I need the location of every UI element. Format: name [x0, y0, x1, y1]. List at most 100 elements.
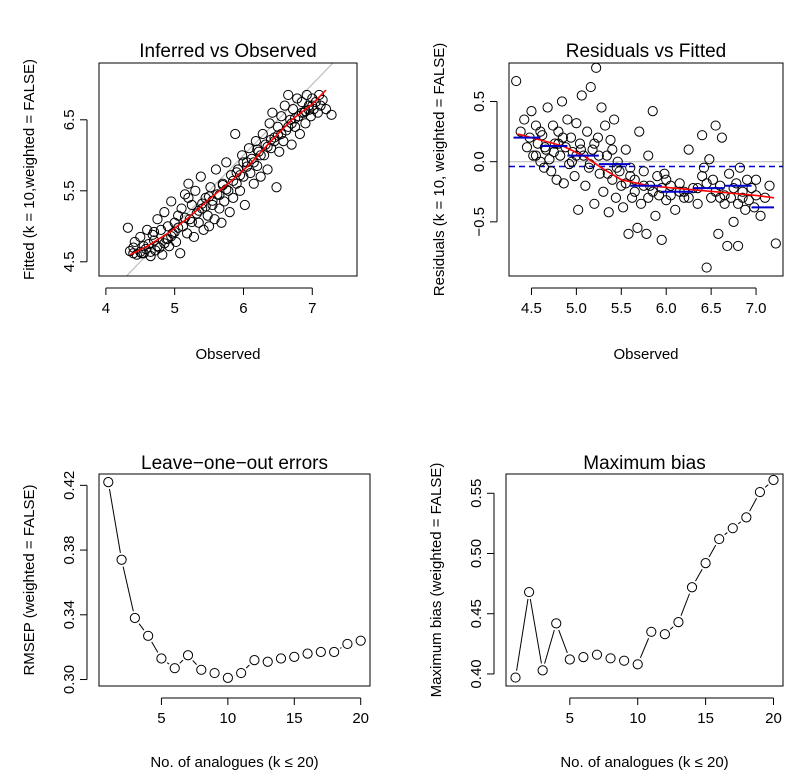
data-point [155, 224, 167, 235]
series-segment [724, 532, 728, 536]
data-point [551, 174, 562, 185]
data-point [670, 204, 681, 215]
data-point [249, 655, 260, 666]
data-point [551, 618, 562, 629]
data-point [173, 210, 184, 221]
y-axis-label: RMSEP (weighted = FALSE) [21, 484, 38, 675]
data-point [746, 183, 757, 194]
data-point [274, 146, 285, 157]
data-point [250, 136, 261, 147]
y-tick-label: −0.5 [471, 207, 488, 237]
data-point [641, 228, 652, 239]
data-point [710, 120, 721, 131]
data-point [574, 138, 586, 149]
data-point [683, 144, 694, 155]
data-point [222, 672, 233, 684]
data-point [183, 178, 194, 189]
smooth-curve [517, 133, 775, 199]
x-tick-label: 10 [220, 710, 237, 727]
x-tick-label: 15 [697, 710, 714, 727]
x-tick-label: 6.5 [701, 300, 722, 317]
series-segment [138, 623, 145, 631]
series-segment [179, 659, 184, 664]
series-segment [680, 593, 690, 616]
plot-area [122, 63, 337, 276]
x-tick-label: 7 [308, 300, 316, 317]
data-point [219, 196, 230, 207]
data-point [193, 205, 204, 216]
series-segment [695, 568, 703, 582]
data-point [195, 171, 206, 182]
y-tick-label: 0.34 [61, 600, 78, 629]
data-point [156, 653, 167, 664]
x-tick-label: 5 [566, 710, 574, 727]
data-point [148, 235, 160, 246]
data-point [674, 178, 685, 189]
data-point [124, 246, 136, 257]
data-point [230, 128, 241, 140]
data-point [741, 512, 752, 523]
data-point [293, 111, 304, 122]
data-point [193, 217, 204, 228]
data-point [267, 107, 278, 118]
data-point [186, 199, 197, 211]
data-point [605, 653, 616, 664]
data-point [580, 180, 591, 191]
data-point [715, 192, 726, 203]
data-point [329, 646, 340, 658]
data-point [530, 120, 542, 131]
data-point [607, 144, 618, 155]
data-point [770, 238, 781, 249]
data-point [157, 249, 168, 260]
series-segment [737, 521, 742, 525]
data-point [248, 157, 259, 168]
series-segment [529, 598, 542, 664]
data-point [179, 189, 191, 200]
data-point [145, 246, 156, 257]
data-point [307, 100, 318, 111]
data-point [122, 222, 133, 233]
x-tick-label: 6.0 [656, 300, 677, 317]
data-point [600, 120, 611, 131]
data-point [521, 142, 533, 153]
plot-area [509, 63, 783, 273]
x-tick-label: 6 [239, 300, 247, 317]
data-point [659, 629, 670, 640]
data-point [632, 659, 643, 670]
x-axis-label: No. of analogues (k ≤ 20) [150, 754, 318, 771]
data-point [697, 130, 708, 141]
data-point [716, 132, 728, 143]
data-point [692, 198, 703, 209]
data-point [300, 118, 311, 129]
data-point [583, 162, 595, 173]
data-point [553, 126, 564, 137]
data-point [216, 217, 227, 228]
data-point [582, 126, 593, 137]
data-point [665, 180, 676, 191]
data-point [169, 663, 180, 674]
data-point [257, 128, 268, 140]
data-point [523, 586, 535, 598]
data-point [228, 192, 239, 203]
data-point [697, 171, 708, 182]
data-point [562, 114, 573, 125]
data-point [598, 186, 609, 197]
data-point [190, 185, 201, 196]
data-point [661, 174, 672, 185]
data-point [116, 554, 127, 565]
data-point [159, 207, 170, 218]
data-point [148, 226, 160, 238]
data-point [314, 89, 325, 101]
data-point [162, 221, 173, 232]
data-point [245, 167, 256, 179]
data-point [591, 63, 602, 73]
data-point [558, 178, 569, 189]
data-point [209, 667, 220, 679]
y-tick-label: 5.5 [61, 180, 78, 201]
data-point [320, 104, 332, 115]
series-segment [708, 544, 717, 558]
data-point [587, 144, 598, 155]
data-point [103, 476, 114, 488]
data-point [643, 150, 654, 161]
